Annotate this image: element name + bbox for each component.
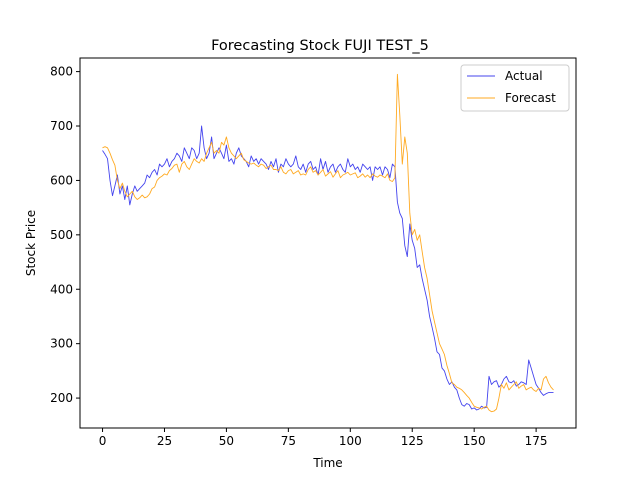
x-tick-label: 175: [525, 434, 548, 448]
y-tick-label: 600: [50, 173, 73, 187]
x-axis: 0 25 50 75 100 125 150 175: [99, 428, 548, 448]
x-tick-label: 50: [219, 434, 234, 448]
legend: Actual Forecast: [460, 64, 570, 112]
series-lines: [102, 73, 554, 413]
y-tick-label: 400: [50, 282, 73, 296]
y-tick-label: 700: [50, 119, 73, 133]
y-axis-label: Stock Price: [24, 210, 38, 276]
series-line-forecast: [102, 73, 554, 413]
y-tick-label: 800: [50, 65, 73, 79]
chart-title: Forecasting Stock FUJI TEST_5: [211, 38, 429, 54]
legend-label-forecast: Forecast: [505, 91, 556, 105]
series-line-actual: [102, 125, 554, 411]
plot-area: [79, 57, 577, 429]
legend-label-actual: Actual: [505, 69, 543, 83]
x-tick-label: 75: [281, 434, 296, 448]
x-tick-label: 0: [99, 434, 107, 448]
y-tick-label: 200: [50, 391, 73, 405]
x-axis-label: Time: [312, 456, 342, 470]
y-tick-label: 300: [50, 337, 73, 351]
x-tick-label: 150: [463, 434, 486, 448]
x-tick-label: 25: [157, 434, 172, 448]
y-axis: 200 300 400 500 600 700 800: [50, 65, 80, 405]
y-tick-label: 500: [50, 228, 73, 242]
x-tick-label: 100: [339, 434, 362, 448]
x-tick-label: 125: [401, 434, 424, 448]
